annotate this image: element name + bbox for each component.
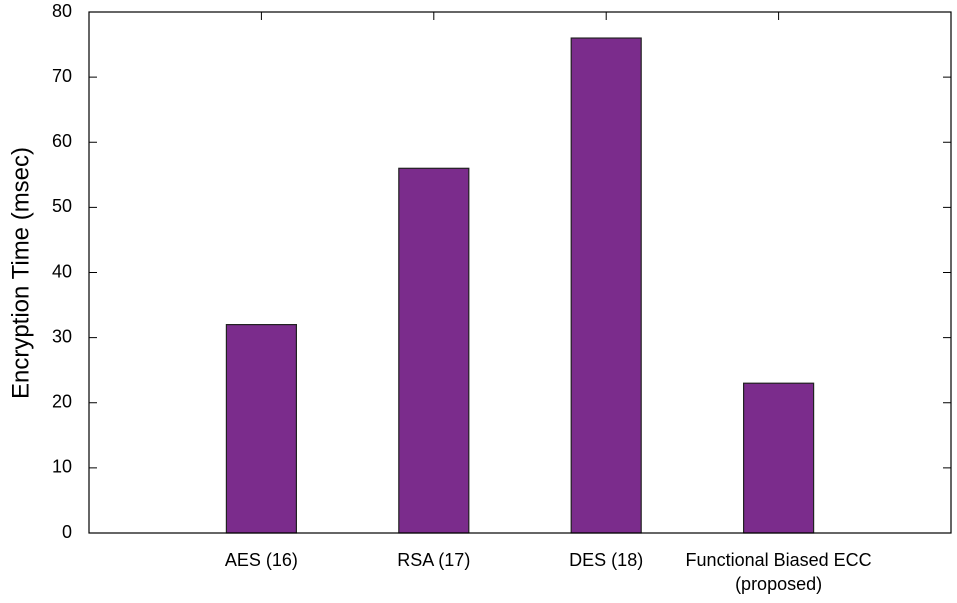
y-axis-label: Encryption Time (msec): [7, 147, 34, 399]
bar: [742, 382, 815, 534]
x-tick-label: DES (18): [569, 550, 644, 570]
y-tick-label: 40: [52, 261, 72, 281]
x-tick-label: AES (16): [224, 550, 298, 570]
x-tick-label: Functional Biased ECC (proposed): [685, 550, 872, 594]
y-tick-label: 70: [52, 66, 72, 86]
y-tick-label: 30: [52, 326, 72, 346]
plot-frame: [88, 11, 952, 534]
y-tick-label: 50: [52, 196, 72, 216]
bar: [398, 167, 470, 534]
y-tick-label: 60: [52, 131, 72, 151]
y-tick-label: 20: [52, 392, 72, 412]
y-tick-label: 10: [52, 457, 72, 477]
bar: [570, 37, 642, 534]
y-tick-label: 0: [62, 522, 72, 542]
bar: [225, 324, 297, 534]
x-tick-label: RSA (17): [397, 550, 471, 570]
y-tick-label: 80: [52, 1, 72, 21]
